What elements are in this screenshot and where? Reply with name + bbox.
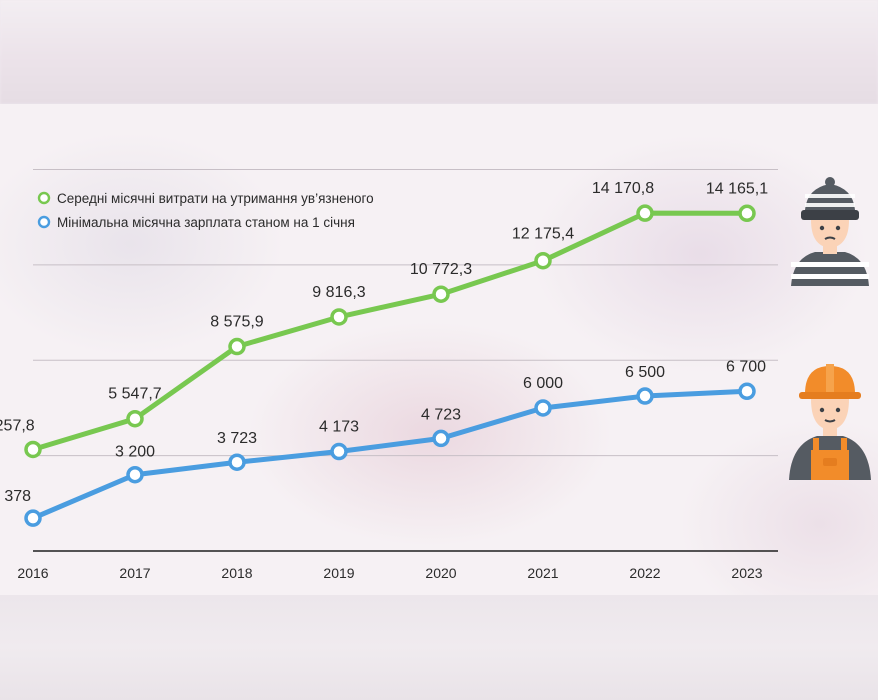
series-lines: [30, 210, 750, 521]
data-point: [228, 337, 246, 356]
data-label: 14 170,8: [592, 180, 654, 197]
data-labels: 4 257,8 5 547,7 8 575,9 9 816,3 10 772,3 12 1…: [0, 180, 768, 505]
data-point: [432, 429, 450, 448]
series-points: [24, 204, 756, 527]
prisoner-icon: [791, 177, 869, 286]
x-tick-label: 2022: [629, 565, 660, 581]
data-point: [330, 442, 348, 461]
data-point: [126, 409, 144, 428]
data-label: 6 700: [726, 358, 766, 375]
legend-label: Мінімальна місячна зарплата станом на 1 …: [57, 215, 355, 230]
data-point: [24, 509, 42, 527]
data-point: [126, 465, 144, 484]
legend-label: Середні місячні витрати на утримання ув’…: [57, 191, 374, 206]
data-label: 14 165,1: [706, 180, 768, 197]
x-tick-label: 2019: [323, 565, 354, 581]
data-label: 3 200: [115, 444, 155, 461]
chart-panel: [0, 104, 878, 595]
legend-marker: [37, 191, 51, 205]
data-point: [636, 387, 654, 405]
data-point: [228, 453, 246, 471]
data-point: [738, 204, 756, 223]
data-point: [738, 382, 756, 401]
x-tick-label: 2016: [17, 565, 48, 581]
data-point: [432, 285, 450, 303]
data-label: 1 378: [0, 488, 31, 505]
data-label: 6 500: [625, 364, 665, 381]
x-tick-label: 2021: [527, 565, 558, 581]
data-label: 4 257,8: [0, 417, 35, 434]
data-label: 10 772,3: [410, 261, 472, 278]
data-label: 3 723: [217, 430, 257, 447]
data-point: [534, 251, 552, 270]
data-label: 4 173: [319, 419, 359, 436]
series-line: [30, 388, 750, 521]
worker-icon: [789, 364, 871, 480]
x-tick-label: 2020: [425, 565, 456, 581]
series-line: [30, 210, 750, 452]
x-axis-ticks: 2016 2017 2018 2019 2020 2021 2022 2023: [17, 565, 762, 581]
data-point: [24, 440, 42, 459]
grid-lines: [33, 169, 778, 552]
background-bottom-band: [0, 595, 878, 700]
data-point: [636, 204, 654, 222]
data-label: 12 175,4: [512, 226, 574, 243]
data-point: [534, 399, 552, 417]
x-tick-label: 2018: [221, 565, 252, 581]
data-label: 8 575,9: [210, 314, 263, 331]
legend-marker: [37, 215, 51, 229]
background-top-band: [0, 0, 878, 104]
data-point: [330, 308, 348, 326]
data-label: 4 723: [421, 406, 461, 423]
x-tick-label: 2017: [119, 565, 150, 581]
data-label: 5 547,7: [108, 386, 161, 403]
data-label: 9 816,3: [312, 284, 365, 301]
legend: Середні місячні витрати на утримання ув’…: [37, 191, 374, 230]
data-label: 6 000: [523, 375, 563, 392]
x-tick-label: 2023: [731, 565, 762, 581]
